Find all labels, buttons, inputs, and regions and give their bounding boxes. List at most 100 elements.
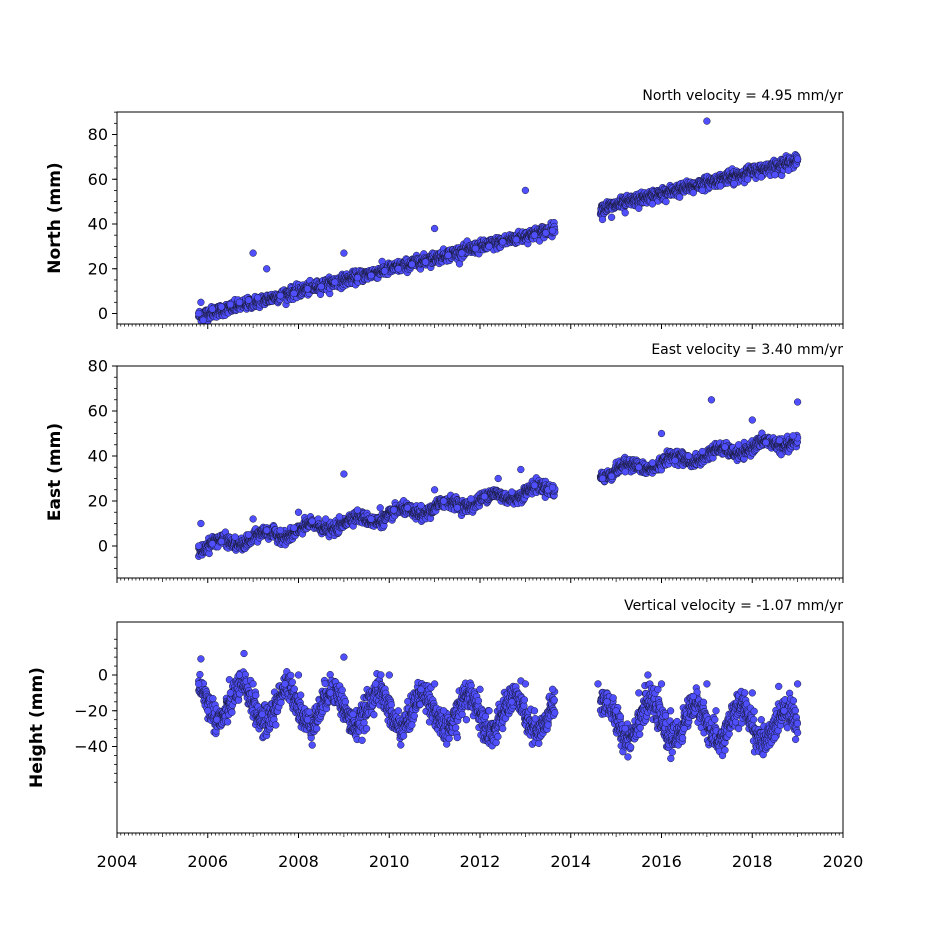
data-point <box>485 242 493 251</box>
y-axis-label: North (mm) <box>45 162 65 273</box>
data-point <box>621 468 629 476</box>
data-point <box>521 186 530 195</box>
data-point <box>249 249 257 257</box>
data-point <box>703 117 711 125</box>
data-point <box>671 456 679 465</box>
data-point <box>480 492 489 501</box>
data-point <box>707 396 716 404</box>
data-point <box>263 265 271 273</box>
data-points <box>195 117 802 324</box>
data-point <box>331 278 339 286</box>
data-point <box>793 155 802 163</box>
data-point <box>607 213 616 221</box>
data-point <box>381 267 389 275</box>
data-point <box>254 294 262 302</box>
data-point <box>784 166 793 174</box>
velocity-title: North velocity = 4.95 mm/yr <box>642 88 843 104</box>
data-point <box>730 180 738 188</box>
data-point <box>430 486 439 494</box>
data-point <box>499 238 507 246</box>
data-point <box>322 515 330 523</box>
y-tick-label: 60 <box>88 170 108 189</box>
data-point <box>340 249 348 257</box>
plot-frame <box>116 111 844 325</box>
y-tick-label: 80 <box>88 125 108 144</box>
y-tick-label: 0 <box>98 304 108 323</box>
data-point <box>276 526 284 534</box>
data-point <box>689 189 697 197</box>
y-tick-label: 20 <box>88 259 108 278</box>
data-point <box>748 416 756 424</box>
data-point <box>771 171 779 179</box>
data-point <box>390 506 398 514</box>
data-point <box>530 481 539 489</box>
data-point <box>276 291 284 300</box>
data-point <box>453 504 461 512</box>
data-point <box>757 173 765 181</box>
data-point <box>775 436 784 444</box>
data-point <box>440 497 448 505</box>
data-point <box>657 429 666 438</box>
data-point <box>335 513 343 521</box>
data-point <box>762 438 770 447</box>
data-point <box>290 524 298 532</box>
data-point <box>542 229 550 237</box>
data-point <box>197 298 205 306</box>
y-tick-label: 40 <box>88 447 108 466</box>
data-point <box>208 305 216 313</box>
data-point <box>662 197 670 206</box>
data-point <box>394 265 402 273</box>
panel-north: 0 20 40 60 80 North velocity = 4.95 mm/yr Nort… <box>45 88 844 329</box>
data-point <box>635 463 643 471</box>
data-point <box>698 186 706 195</box>
data-point <box>548 227 557 235</box>
data-point <box>471 244 480 253</box>
data-point <box>217 303 226 311</box>
data-point <box>548 483 557 492</box>
data-point <box>317 282 325 291</box>
y-tick-label: 40 <box>88 215 108 234</box>
data-point <box>685 452 693 460</box>
data-point <box>676 193 684 201</box>
data-point <box>421 258 430 266</box>
data-point <box>367 271 375 280</box>
data-point <box>353 506 362 514</box>
data-point <box>199 316 207 324</box>
data-point <box>598 474 607 483</box>
data-point <box>308 517 316 525</box>
data-point <box>303 285 312 293</box>
data-point <box>508 488 516 496</box>
data-point <box>512 236 520 244</box>
data-point <box>290 289 298 298</box>
data-point <box>744 175 752 183</box>
data-points <box>195 649 802 763</box>
data-point <box>467 495 475 503</box>
data-point <box>530 231 539 239</box>
data-point <box>721 443 729 451</box>
data-point <box>444 251 452 259</box>
data-point <box>249 515 257 523</box>
data-point <box>208 540 216 548</box>
data-point <box>195 542 203 550</box>
data-point <box>408 260 416 268</box>
data-point <box>517 465 525 474</box>
data-point <box>793 398 802 406</box>
data-point <box>598 215 607 224</box>
data-point <box>235 298 244 306</box>
data-point <box>353 274 362 282</box>
data-point <box>621 209 629 217</box>
velocity-title: East velocity = 3.40 mm/yr <box>651 342 843 358</box>
data-point <box>244 531 253 539</box>
y-tick-label: 60 <box>88 402 108 421</box>
y-tick-label: 0 <box>98 537 108 556</box>
data-point <box>648 459 657 467</box>
y-tick-label: 80 <box>88 357 108 376</box>
data-points <box>195 396 802 560</box>
data-point <box>195 309 203 318</box>
data-point <box>403 504 412 512</box>
data-point <box>716 182 725 190</box>
y-axis-label: East (mm) <box>45 423 65 521</box>
